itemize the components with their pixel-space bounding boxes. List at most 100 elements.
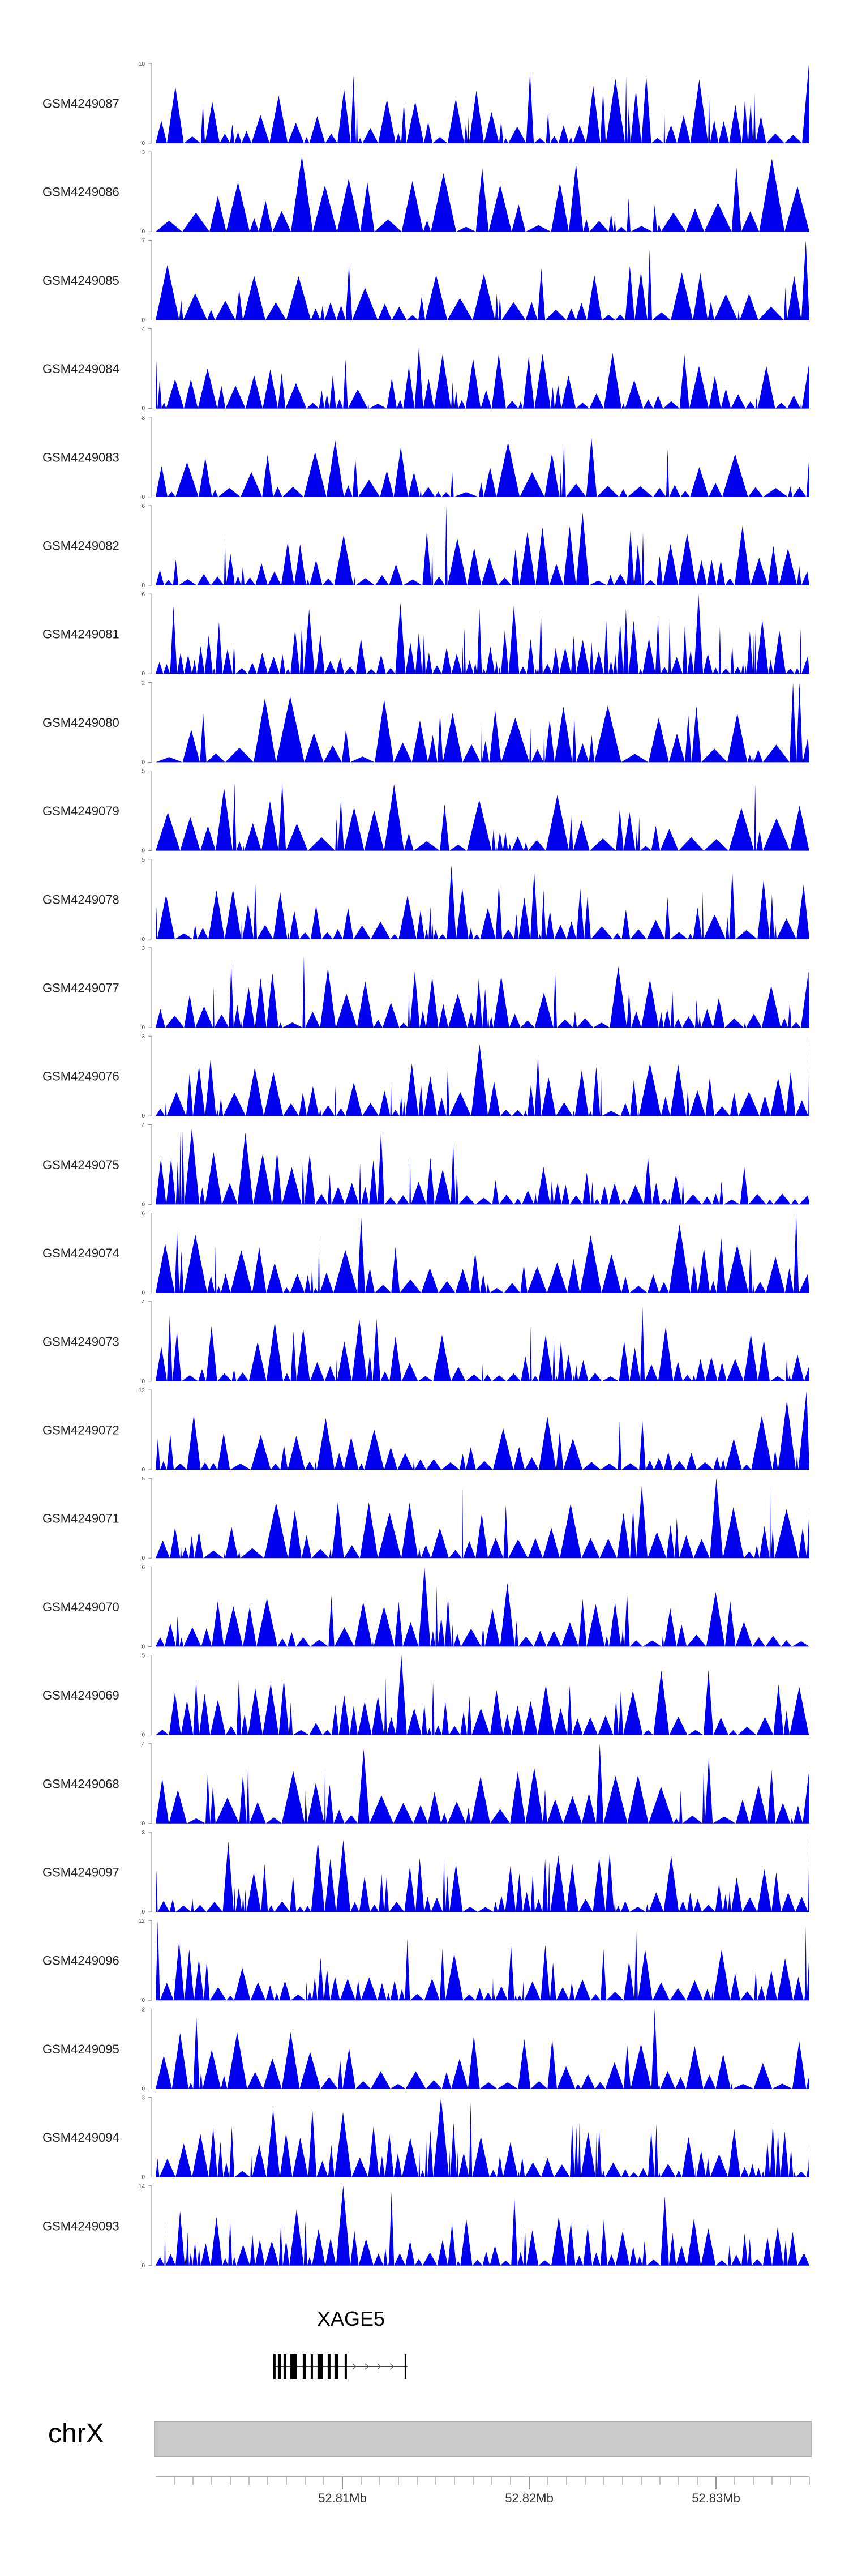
track-label: GSM4249072: [42, 1423, 119, 1437]
signal-track: GSM4249077 3 0: [42, 945, 809, 1031]
genome-axis: 52.81Mb 52.82Mb 52.83Mb: [156, 2476, 810, 2505]
signal-track: GSM4249097 3 0: [42, 1830, 809, 1915]
strand-arrow-icon: [365, 2363, 369, 2370]
y-tick-min: 0: [142, 1732, 145, 1739]
y-tick-max: 5: [142, 1476, 145, 1482]
y-tick-max: 4: [142, 1122, 145, 1128]
y-tick-min: 0: [142, 1467, 145, 1473]
signal-coverage-area: [156, 1213, 809, 1293]
signal-coverage-area: [156, 63, 809, 143]
gene-exon: [344, 2354, 347, 2379]
track-label: GSM4249087: [42, 97, 119, 111]
signal-coverage-area: [156, 1036, 809, 1116]
signal-coverage-area: [156, 2009, 809, 2089]
y-tick-max: 3: [142, 415, 145, 421]
y-tick-max: 3: [142, 1034, 145, 1040]
signal-coverage-area: [156, 240, 809, 320]
signal-track: GSM4249081 6 0: [42, 592, 809, 677]
signal-track: GSM4249096 12 0: [42, 1918, 809, 2004]
strand-arrow-icon: [352, 2363, 357, 2370]
gene-exon: [404, 2354, 406, 2379]
y-tick-min: 0: [142, 406, 145, 412]
track-label: GSM4249094: [42, 2130, 119, 2145]
signal-track: GSM4249076 3 0: [42, 1034, 809, 1119]
y-tick-min: 0: [142, 1997, 145, 2004]
y-tick-min: 0: [142, 1201, 145, 1208]
track-label: GSM4249075: [42, 1158, 119, 1172]
y-tick-max: 2: [142, 680, 145, 686]
signal-track: GSM4249084 4 0: [42, 327, 809, 412]
signal-track: GSM4249094 3 0: [42, 2095, 809, 2181]
axis-tick-label: 52.83Mb: [692, 2491, 740, 2505]
track-label: GSM4249083: [42, 450, 119, 464]
signal-coverage-area: [156, 438, 809, 497]
signal-coverage-area: [156, 1567, 809, 1647]
gene-exon: [310, 2354, 313, 2379]
gene-exon: [334, 2354, 338, 2379]
signal-track: GSM4249071 5 0: [42, 1476, 809, 1561]
y-tick-max: 12: [139, 1388, 145, 1394]
signal-coverage-area: [156, 2185, 809, 2266]
signal-coverage-area: [156, 156, 809, 232]
gene-exon: [327, 2354, 331, 2379]
y-tick-min: 0: [142, 1290, 145, 1296]
y-tick-max: 5: [142, 857, 145, 863]
signal-coverage-area: [156, 506, 809, 585]
signal-coverage-area: [156, 2097, 809, 2177]
signal-track: GSM4249069 5 0: [42, 1653, 809, 1739]
gene-exon: [277, 2354, 281, 2379]
track-label: GSM4249082: [42, 539, 119, 553]
signal-track: GSM4249074 6 0: [42, 1211, 809, 1296]
gene-exon: [302, 2354, 306, 2379]
track-label: GSM4249073: [42, 1334, 119, 1349]
signal-coverage-area: [156, 956, 809, 1028]
y-tick-max: 6: [142, 503, 145, 510]
signal-track: GSM4249080 2 0: [42, 680, 809, 765]
track-label: GSM4249076: [42, 1069, 119, 1084]
y-tick-min: 0: [142, 1379, 145, 1385]
y-tick-max: 3: [142, 149, 145, 156]
y-tick-max: 2: [142, 2006, 145, 2013]
gene-track: XAGE5: [273, 2307, 408, 2379]
y-tick-max: 6: [142, 1211, 145, 1217]
gene-exon: [283, 2354, 286, 2379]
track-label: GSM4249086: [42, 185, 119, 199]
signal-coverage-area: [156, 1478, 809, 1559]
y-tick-max: 3: [142, 1830, 145, 1836]
y-tick-min: 0: [142, 671, 145, 677]
y-tick-min: 0: [142, 2086, 145, 2092]
signal-track: GSM4249085 7 0: [42, 238, 809, 323]
y-tick-max: 5: [142, 1653, 145, 1659]
signal-coverage-area: [156, 1832, 809, 1912]
signal-track: GSM4249070 6 0: [42, 1564, 809, 1650]
track-label: GSM4249096: [42, 1954, 119, 1968]
signal-track: GSM4249095 2 0: [42, 2006, 809, 2092]
track-label: GSM4249070: [42, 1600, 119, 1614]
signal-coverage-area: [156, 1655, 809, 1735]
gene-exon: [290, 2354, 297, 2379]
gene-name-xage5: XAGE5: [317, 2307, 385, 2330]
y-tick-max: 6: [142, 1564, 145, 1571]
signal-coverage-area: [156, 594, 809, 674]
y-tick-min: 0: [142, 494, 145, 500]
strand-arrow-icon: [389, 2363, 394, 2370]
y-tick-min: 0: [142, 1113, 145, 1119]
track-label: GSM4249068: [42, 1777, 119, 1791]
y-tick-max: 6: [142, 592, 145, 598]
track-label: GSM4249095: [42, 2042, 119, 2056]
chromosome-ideogram: chrX: [48, 2419, 812, 2457]
track-label: GSM4249093: [42, 2219, 119, 2233]
y-tick-min: 0: [142, 2175, 145, 2181]
y-tick-max: 14: [139, 2184, 145, 2190]
y-tick-min: 0: [142, 936, 145, 943]
signal-coverage-area: [156, 782, 809, 851]
y-tick-min: 0: [142, 1025, 145, 1031]
signal-track: GSM4249087 10 0: [42, 61, 809, 147]
track-label: GSM4249085: [42, 273, 119, 288]
axis-tick-label: 52.81Mb: [318, 2491, 367, 2505]
axis-tick-label: 52.82Mb: [505, 2491, 554, 2505]
track-label: GSM4249081: [42, 627, 119, 641]
signal-coverage-area: [156, 1743, 809, 1824]
y-tick-min: 0: [142, 1644, 145, 1650]
